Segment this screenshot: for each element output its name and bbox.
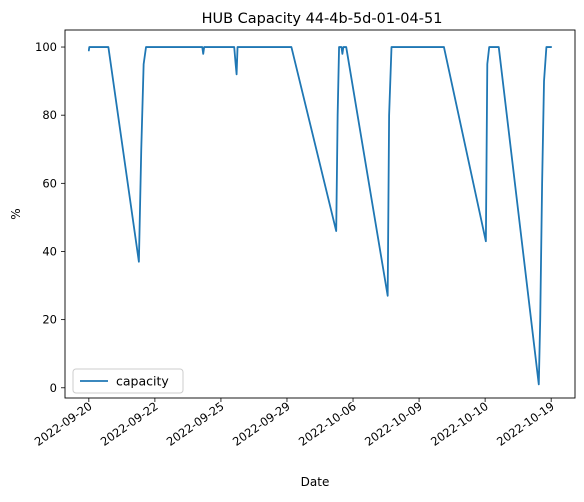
y-tick-label: 100 [35,40,57,54]
y-tick-label: 80 [42,108,57,122]
chart-title: HUB Capacity 44-4b-5d-01-04-51 [202,11,443,27]
legend-label-capacity: capacity [116,374,169,389]
y-tick-label: 40 [42,244,57,258]
x-axis-label: Date [301,475,330,489]
y-axis-ticks: 0 20 40 60 80 100 [35,40,65,395]
y-tick-label: 0 [50,381,57,395]
series-layer [87,46,553,386]
legend-box [72,368,184,394]
y-axis-label: % [9,208,23,219]
legend: capacity [72,368,184,394]
y-tick-label: 60 [42,176,57,190]
y-tick-label: 20 [42,313,57,327]
plot-area-frame [64,29,576,399]
series-line-capacity [87,46,553,386]
